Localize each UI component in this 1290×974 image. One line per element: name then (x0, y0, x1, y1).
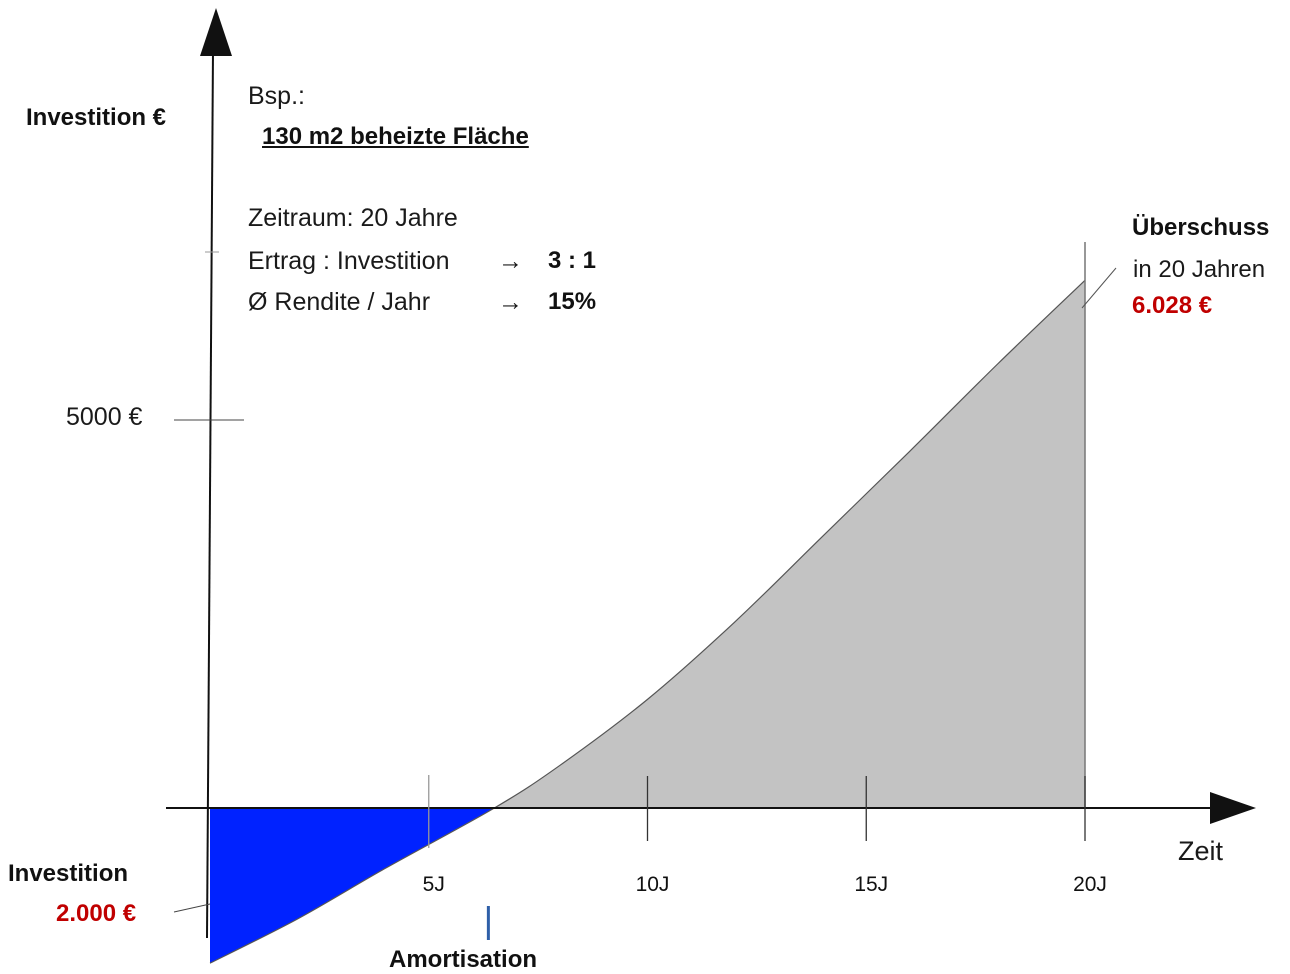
x-tick-label-3: 20J (1073, 873, 1107, 896)
ratio-value: 3 : 1 (548, 247, 597, 274)
investment-title: Investition (8, 860, 129, 887)
period-text: Zeitraum: 20 Jahre (248, 204, 458, 232)
y-axis (206, 49, 214, 939)
return-label: Ø Rendite / Jahr (248, 288, 431, 316)
surplus-leader-line (1081, 267, 1117, 309)
return-value: 15% (548, 288, 597, 315)
x-tick-labels: 5J 10J 15J 20J (423, 873, 1107, 896)
x-tick-label-0: 5J (423, 873, 445, 896)
example-area-title: 130 m2 beheizte Fläche (262, 123, 529, 150)
y-axis-arrow (200, 8, 232, 56)
investment-value: 2.000 € (56, 900, 137, 927)
return-arrow: → (498, 288, 523, 316)
investment-leader-line (173, 903, 211, 913)
surplus-period: in 20 Jahren (1133, 256, 1266, 283)
surplus-value: 6.028 € (1132, 292, 1213, 319)
x-tick-marks (428, 775, 1086, 848)
y-tick-label-5000: 5000 € (66, 403, 143, 431)
ratio-label: Ertrag : Investition (248, 247, 450, 275)
x-axis-label: Zeit (1178, 836, 1224, 866)
x-axis-arrow (1210, 792, 1256, 824)
x-tick-label-1: 10J (636, 873, 670, 896)
surplus-title: Überschuss (1132, 214, 1270, 241)
y-axis-label: Investition € (26, 104, 167, 131)
x-tick-label-2: 15J (854, 873, 888, 896)
surplus-area (494, 280, 1085, 808)
example-label: Bsp.: (248, 82, 305, 110)
return-curve (209, 279, 1086, 964)
amortisation-label: Amortisation (389, 946, 538, 973)
ratio-arrow: → (498, 247, 523, 275)
